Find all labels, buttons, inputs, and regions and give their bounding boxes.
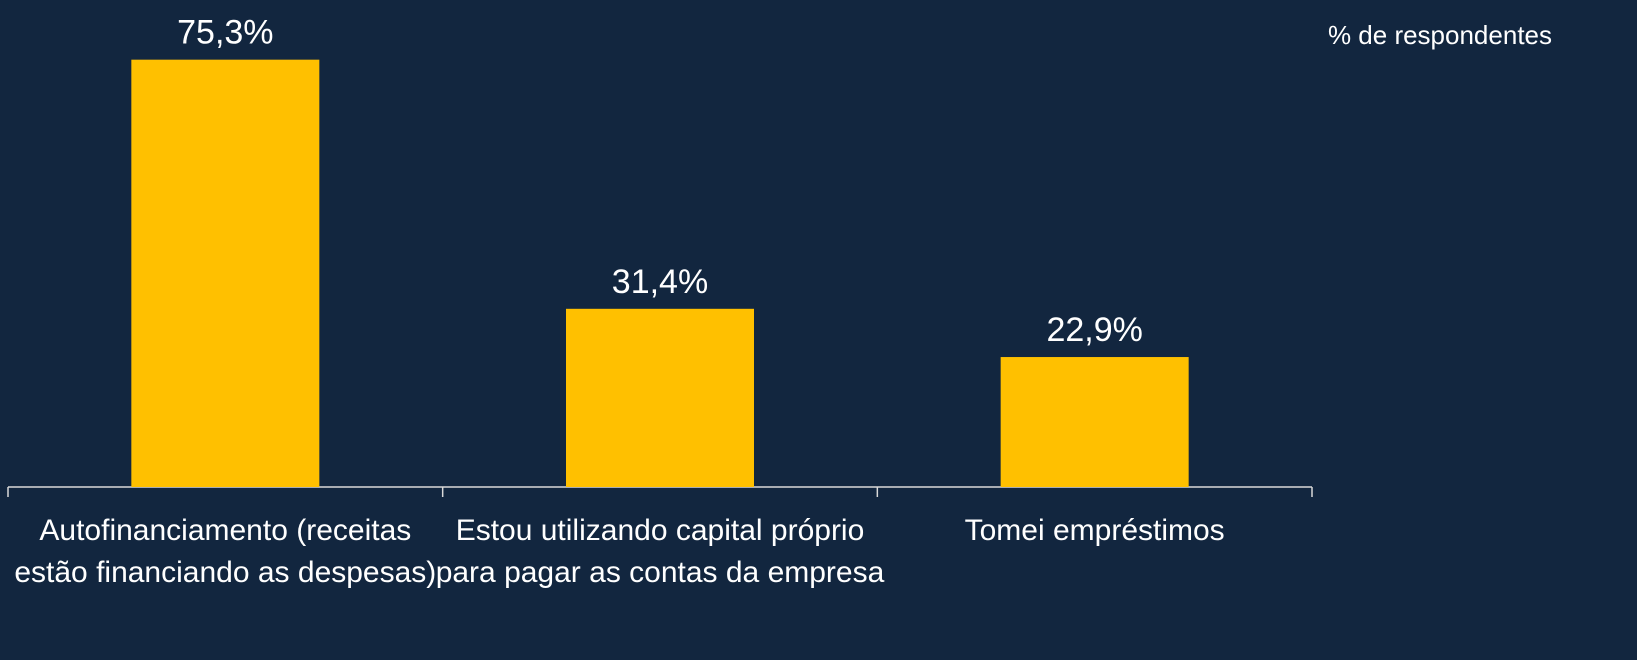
data-label: 22,9%: [1046, 311, 1142, 349]
data-label: 75,3%: [177, 14, 273, 52]
bar: [1000, 357, 1189, 487]
unit-note: % de respondentes: [1328, 20, 1552, 50]
bar: [131, 59, 320, 488]
x-tick-label: Autofinanciamento (receitas estão financ…: [14, 514, 437, 589]
x-tick-label: Estou utilizando capital próprio para pa…: [435, 514, 885, 589]
data-label: 31,4%: [612, 263, 708, 301]
x-tick-label: Tomei empréstimos: [964, 514, 1225, 547]
bar: [566, 308, 754, 487]
